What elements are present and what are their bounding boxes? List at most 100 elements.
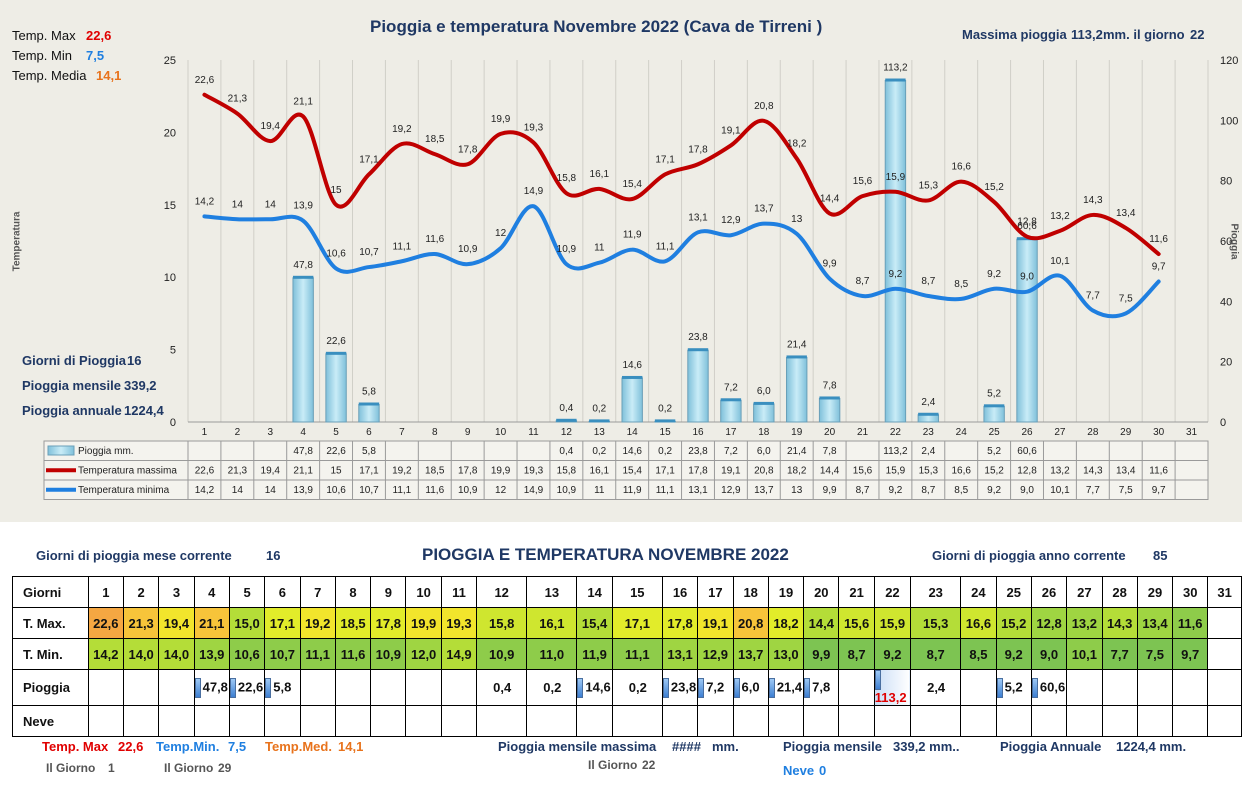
- tmin-data-label: 10,9: [458, 244, 478, 255]
- table-cell: [193, 705, 230, 737]
- data-table-cell: 16,6: [951, 466, 971, 477]
- tmax-data-label: 14,4: [820, 193, 840, 204]
- table-cell: [1172, 705, 1209, 737]
- footer-tmed-label: Temp.Med.: [265, 739, 332, 754]
- data-table-cell: 16,1: [590, 466, 610, 477]
- table-cell: [767, 705, 805, 737]
- rain-data-label: 7,2: [724, 382, 738, 393]
- table-cell: 31: [1207, 576, 1242, 608]
- footer-annuale-label: Pioggia Annuale: [1000, 739, 1102, 754]
- x-tick-label: 1: [202, 427, 208, 438]
- table-cell: [334, 669, 372, 706]
- x-tick-label: 18: [758, 427, 770, 438]
- data-table-cell: 8,7: [921, 485, 935, 496]
- x-tick-label: 30: [1153, 427, 1165, 438]
- data-table-cell: 0,4: [559, 446, 573, 457]
- table-cell: [334, 705, 372, 737]
- table-cell: [370, 705, 407, 737]
- x-tick-label: 27: [1054, 427, 1066, 438]
- table-cell: 10,1: [1066, 638, 1103, 670]
- rain-indicator-bar: [698, 677, 705, 698]
- giorni-mese-label: Giorni di pioggia mese corrente: [36, 548, 232, 563]
- rain-bar-top: [654, 419, 676, 423]
- table-cell: 21: [838, 576, 875, 608]
- tmin-data-label: 10,6: [326, 249, 346, 260]
- table-cell: 14,6: [576, 669, 613, 706]
- table-cell: 9,2: [995, 638, 1032, 670]
- rain-value: 5,2: [1004, 678, 1023, 694]
- table-cell: 14,2: [87, 638, 124, 670]
- table-cell: [87, 669, 124, 706]
- temp-max-value: 22,6: [86, 28, 112, 43]
- table-cell: 14,4: [803, 607, 840, 639]
- table-cell: [526, 705, 578, 737]
- tmax-data-label: 17,8: [458, 144, 478, 155]
- table-cell: [370, 669, 407, 706]
- y-right-tick-label: 120: [1220, 55, 1238, 67]
- table-cell: 7,7: [1101, 638, 1138, 670]
- tmax-line: [202, 92, 1161, 257]
- tmax-data-label: 16,1: [590, 169, 610, 180]
- x-tick-label: 7: [399, 427, 405, 438]
- tmin-data-label: 9,7: [1152, 262, 1166, 273]
- footer-max-rain-label: Pioggia mensile massima: [498, 739, 657, 754]
- data-table-cell: 10,9: [557, 485, 577, 496]
- footer-neve-value: 0: [819, 763, 827, 778]
- data-table-cell: 21,3: [228, 466, 248, 477]
- x-tick-label: 10: [495, 427, 507, 438]
- data-table-cell: 9,0: [1020, 485, 1034, 496]
- rain-bar-top: [556, 418, 577, 422]
- table-cell: 17,1: [611, 607, 663, 639]
- rain-bar: [325, 353, 347, 423]
- data-table-cell: 10,7: [359, 485, 379, 496]
- table-cell: 5: [228, 576, 266, 608]
- rain-indicator-bar: [874, 670, 881, 690]
- x-tick-label: 11: [528, 427, 539, 438]
- max-rain-text: Massima pioggia: [962, 27, 1067, 42]
- giorni-pioggia-label: Giorni di Pioggia: [22, 353, 126, 368]
- table-cell: 14,0: [122, 638, 160, 670]
- table-cell: 14,3: [1101, 607, 1138, 639]
- table-cell: [122, 705, 160, 737]
- tmin-data-label: 8,7: [856, 276, 870, 287]
- rain-value: 60,6: [1039, 678, 1066, 694]
- table-cell: 29: [1136, 576, 1174, 608]
- data-table-cell: 15,6: [853, 466, 873, 477]
- table-cell: 23,8: [661, 669, 699, 706]
- table-cell: 2: [122, 576, 160, 608]
- legend-label: Pioggia mm.: [78, 446, 134, 457]
- footer-annuale-value: 1224,4 mm.: [1116, 739, 1187, 754]
- table-cell: 15: [611, 576, 663, 608]
- table-cell: [1207, 607, 1242, 639]
- x-tick-label: 25: [989, 427, 1001, 438]
- table-cell: 19,3: [440, 607, 478, 639]
- table-cell: 10,9: [476, 638, 528, 670]
- giorni-pioggia-value: 16: [127, 353, 142, 368]
- x-tick-label: 3: [267, 427, 273, 438]
- table-cell: [87, 705, 124, 737]
- table-cell: 12,0: [405, 638, 442, 670]
- table-cell: 15,0: [228, 607, 266, 639]
- table-cell: 15,6: [838, 607, 875, 639]
- tmin-data-label: 12: [495, 228, 507, 239]
- x-tick-label: 4: [300, 427, 306, 438]
- table-cell: [576, 705, 613, 737]
- data-table-cell: 8,5: [954, 485, 968, 496]
- data-table-cell: 23,8: [688, 446, 708, 457]
- tmax-data-label: 15,6: [853, 176, 873, 187]
- y-right-tick-label: 100: [1220, 115, 1238, 127]
- tmax-data-label: 21,1: [293, 96, 313, 107]
- table-cell: 14,9: [440, 638, 478, 670]
- table-cell: [995, 705, 1032, 737]
- bottom-title: PIOGGIA E TEMPERATURA NOVEMBRE 2022: [422, 545, 789, 564]
- footer-tmin-day: 29: [218, 761, 232, 775]
- y-left-tick-label: 25: [164, 55, 176, 67]
- tmax-data-label: 15,8: [557, 173, 577, 184]
- table-cell: 9,2: [873, 638, 912, 670]
- footer-tmin-day-label: Il Giorno: [164, 761, 214, 775]
- table-cell: 9,0: [1030, 638, 1068, 670]
- rain-value: 0,2: [628, 680, 647, 695]
- tmin-data-label: 8,5: [954, 279, 968, 290]
- rain-bar: [358, 404, 380, 423]
- tmax-data-label: 11,6: [1149, 234, 1168, 245]
